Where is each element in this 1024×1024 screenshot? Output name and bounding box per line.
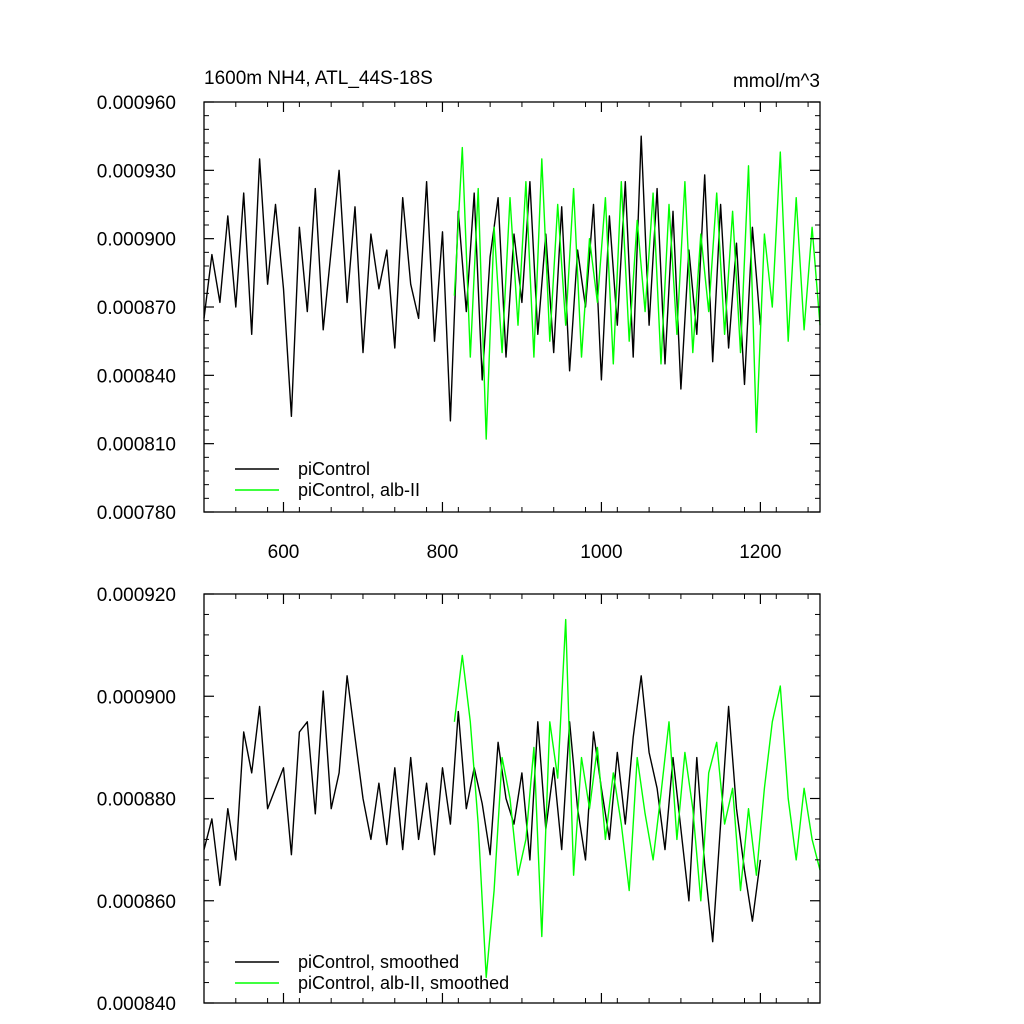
y-tick-label: 0.000880 bbox=[97, 790, 176, 811]
y-tick-label: 0.000960 bbox=[97, 93, 176, 114]
top-axes-group: 0.000780 0.000810 0.000840 0.000870 0.000900… bbox=[97, 93, 821, 563]
y-tick-label: 0.000840 bbox=[97, 366, 176, 387]
y-tick-label: 0.000930 bbox=[97, 161, 176, 182]
bottom-series-group bbox=[203, 618, 821, 979]
chart-top-panel: 1600m NH4, ATL_44S-18S mmol/m^3 0.000780… bbox=[97, 68, 821, 563]
x-tick-label: 800 bbox=[427, 542, 459, 563]
series-line-1-0 bbox=[203, 675, 762, 943]
legend-label-alb-II: piControl, alb-II bbox=[298, 480, 420, 500]
series-line-0-0 bbox=[203, 135, 762, 422]
y-tick-label: 0.000920 bbox=[97, 585, 176, 606]
y-tick-label: 0.000840 bbox=[97, 994, 176, 1015]
x-tick-label: 600 bbox=[268, 542, 300, 563]
legend-label-piControl-smoothed: piControl, smoothed bbox=[298, 952, 459, 972]
bottom-axes-group: 0.000840 0.000860 0.000880 0.000900 0.000920 bbox=[97, 585, 821, 1015]
y-tick-label: 0.000780 bbox=[97, 503, 176, 524]
x-tick-label: 1000 bbox=[580, 542, 622, 563]
chart-title: 1600m NH4, ATL_44S-18S bbox=[204, 68, 433, 89]
x-tick-label: 1200 bbox=[739, 542, 781, 563]
y-tick-label: 0.000810 bbox=[97, 435, 176, 456]
y-tick-label: 0.000870 bbox=[97, 298, 176, 319]
bottom-legend: piControl, smoothed piControl, alb-II, s… bbox=[235, 952, 509, 993]
series-line-1-1 bbox=[453, 618, 821, 979]
y-tick-label: 0.000900 bbox=[97, 687, 176, 708]
series-line-0-1 bbox=[453, 146, 821, 440]
legend-label-piControl: piControl bbox=[298, 459, 370, 479]
top-series-group bbox=[203, 135, 821, 440]
top-legend: piControl piControl, alb-II bbox=[235, 459, 420, 500]
y-tick-label: 0.000860 bbox=[97, 892, 176, 913]
chart-bottom-panel: 0.000840 0.000860 0.000880 0.000900 0.000920… bbox=[97, 585, 821, 1015]
y-tick-label: 0.000900 bbox=[97, 230, 176, 251]
legend-label-alb-II-smoothed: piControl, alb-II, smoothed bbox=[298, 973, 509, 993]
chart-units: mmol/m^3 bbox=[733, 71, 820, 92]
